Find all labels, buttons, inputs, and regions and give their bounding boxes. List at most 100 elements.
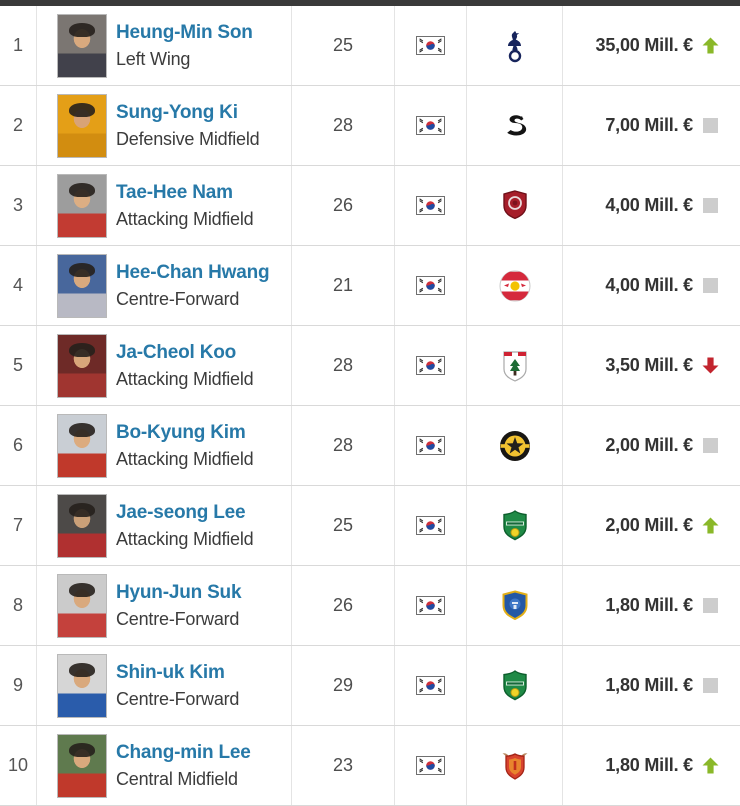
south-korea-flag-icon [416,356,445,375]
player-name-link[interactable]: Jae-seong Lee [116,502,246,523]
market-value[interactable]: 1,80 Mill. € [605,755,693,775]
player-cell: Hee-Chan Hwang Centre-Forward [37,246,292,325]
player-position-label: Defensive Midfield [116,129,260,149]
player-name-block: Heung-Min Son Left Wing [116,21,253,70]
player-name-link[interactable]: Heung-Min Son [116,22,253,43]
player-photo[interactable] [57,413,107,478]
player-photo[interactable] [57,573,107,638]
player-name-block: Shin-uk Kim Centre-Forward [116,661,239,710]
rank-cell: 10 [0,726,37,805]
club-logo-jeonbuk-hyundai-icon[interactable] [497,668,533,704]
player-cell: Tae-Hee Nam Attacking Midfield [37,166,292,245]
club-cell [467,486,563,565]
player-photo[interactable] [57,733,107,798]
table-row: 8 Hyun-Jun Suk Centre-Forward 26 1,80 Mi… [0,566,740,646]
south-korea-flag-icon [416,36,445,55]
player-name-link[interactable]: Bo-Kyung Kim [116,422,246,443]
south-korea-flag-icon [416,196,445,215]
trend-up-arrow-icon [702,517,719,534]
market-value[interactable]: 4,00 Mill. € [605,275,693,295]
market-value-cell: 7,00 Mill. € [563,86,740,165]
age-cell: 21 [292,246,395,325]
club-logo-tottenham-hotspur-icon[interactable] [497,28,533,64]
market-value-cell: 1,80 Mill. € [563,646,740,725]
player-photo[interactable] [57,93,107,158]
value-trend-indicator [702,757,719,774]
player-cell: Bo-Kyung Kim Attacking Midfield [37,406,292,485]
club-cell [467,86,563,165]
club-cell [467,406,563,485]
club-logo-fc-augsburg-icon[interactable] [497,348,533,384]
value-trend-indicator [702,117,719,134]
market-value[interactable]: 1,80 Mill. € [605,595,693,615]
nationality-cell [395,486,467,565]
player-photo[interactable] [57,13,107,78]
south-korea-flag-icon [416,596,445,615]
trend-up-arrow-icon [702,37,719,54]
market-value-cell: 2,00 Mill. € [563,486,740,565]
club-logo-jeonbuk-hyundai-icon[interactable] [497,508,533,544]
player-photo[interactable] [57,653,107,718]
nationality-cell [395,726,467,805]
player-name-block: Hee-Chan Hwang Centre-Forward [116,261,270,310]
market-value[interactable]: 1,80 Mill. € [605,675,693,695]
south-korea-flag-icon [416,116,445,135]
age-cell: 28 [292,86,395,165]
player-name-link[interactable]: Sung-Yong Ki [116,102,238,123]
trend-steady-square-icon [703,678,718,693]
club-cell [467,726,563,805]
player-name-block: Sung-Yong Ki Defensive Midfield [116,101,260,150]
market-value[interactable]: 2,00 Mill. € [605,435,693,455]
player-photo[interactable] [57,493,107,558]
player-position-label: Attacking Midfield [116,529,254,549]
player-name-link[interactable]: Shin-uk Kim [116,662,225,683]
club-logo-al-duhail-icon[interactable] [497,188,533,224]
table-row: 1 Heung-Min Son Left Wing 25 35,00 Mill.… [0,6,740,86]
player-name-link[interactable]: Chang-min Lee [116,742,251,763]
age-cell: 29 [292,646,395,725]
rank-cell: 4 [0,246,37,325]
player-name-link[interactable]: Ja-Cheol Koo [116,342,237,363]
trend-down-arrow-icon [702,357,719,374]
market-value-cell: 1,80 Mill. € [563,566,740,645]
player-name-link[interactable]: Tae-Hee Nam [116,182,233,203]
value-trend-indicator [702,517,719,534]
table-row: 2 Sung-Yong Ki Defensive Midfield 28 7,0… [0,86,740,166]
player-cell: Shin-uk Kim Centre-Forward [37,646,292,725]
market-value-cell: 2,00 Mill. € [563,406,740,485]
club-cell [467,326,563,405]
player-name-link[interactable]: Hee-Chan Hwang [116,262,270,283]
player-name-link[interactable]: Hyun-Jun Suk [116,582,242,603]
market-value[interactable]: 4,00 Mill. € [605,195,693,215]
south-korea-flag-icon [416,436,445,455]
player-position-label: Central Midfield [116,769,238,789]
rank-cell: 8 [0,566,37,645]
player-photo[interactable] [57,333,107,398]
club-logo-jeju-united-icon[interactable] [497,748,533,784]
club-cell [467,566,563,645]
club-logo-red-bull-salzburg-icon[interactable] [497,268,533,304]
south-korea-flag-icon [416,756,445,775]
south-korea-flag-icon [416,516,445,535]
market-value[interactable]: 35,00 Mill. € [595,35,694,55]
market-value[interactable]: 7,00 Mill. € [605,115,693,135]
rank-cell: 5 [0,326,37,405]
club-logo-troyes-icon[interactable] [497,588,533,624]
rank-cell: 2 [0,86,37,165]
nationality-cell [395,646,467,725]
club-logo-kashiwa-reysol-icon[interactable] [497,428,533,464]
market-value[interactable]: 3,50 Mill. € [605,355,693,375]
player-photo[interactable] [57,173,107,238]
player-photo[interactable] [57,253,107,318]
player-position-label: Attacking Midfield [116,449,254,469]
player-position-label: Left Wing [116,49,191,69]
value-trend-indicator [702,357,719,374]
age-cell: 28 [292,326,395,405]
trend-steady-square-icon [703,438,718,453]
market-value-cell: 4,00 Mill. € [563,166,740,245]
market-value[interactable]: 2,00 Mill. € [605,515,693,535]
age-cell: 25 [292,486,395,565]
table-row: 6 Bo-Kyung Kim Attacking Midfield 28 2,0… [0,406,740,486]
age-cell: 26 [292,566,395,645]
club-logo-swansea-city-icon[interactable] [497,108,533,144]
